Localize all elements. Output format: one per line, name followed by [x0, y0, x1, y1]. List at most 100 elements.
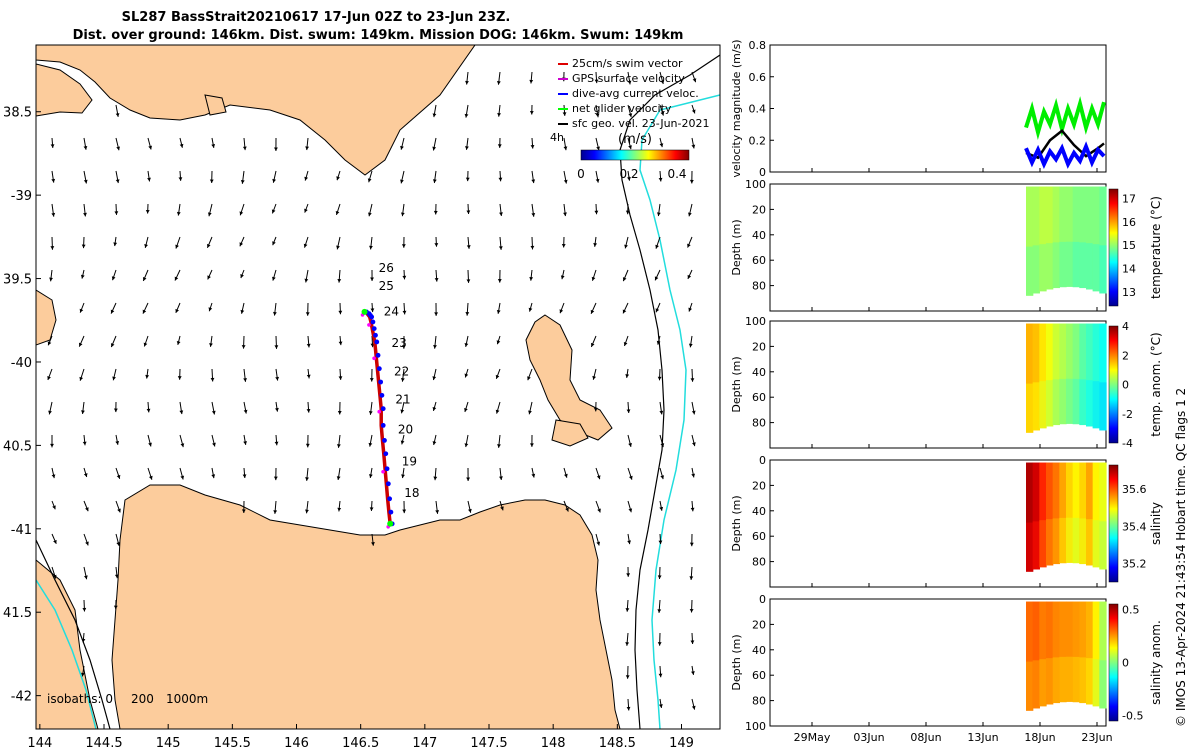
date-tick-label: 18Jun [1024, 731, 1055, 744]
depth-tick-label: 40 [752, 229, 766, 242]
sfc-velocity-arrowhead [142, 309, 147, 314]
section-column-deep [1099, 521, 1107, 570]
map-ytick-label: 38.5 [3, 106, 32, 121]
sfc-velocity-arrowhead [85, 541, 89, 546]
island-top-left [36, 63, 93, 117]
day-label: 22 [394, 364, 409, 378]
sfc-velocity-arrowhead [400, 179, 404, 184]
colorbar-label: temperature (°C) [1149, 196, 1163, 299]
depth-tick-label: 60 [752, 669, 766, 682]
colorbar-tick-label: 15 [1122, 239, 1136, 252]
map-ytick-label: -40 [11, 356, 32, 371]
section-column-deep [1039, 381, 1047, 429]
section-colorbar [1108, 603, 1119, 722]
section-column-deep [1072, 241, 1080, 288]
sfc-velocity-arrowhead [692, 78, 697, 83]
sfc-velocity-arrowhead [242, 146, 247, 151]
sfc-velocity-arrowhead [116, 146, 120, 151]
sfc-velocity-arrowhead [82, 441, 87, 446]
depth-tick-label: 60 [752, 530, 766, 543]
section-column-deep [1026, 246, 1034, 296]
sfc-velocity-arrowhead [564, 473, 568, 478]
sfc-velocity-arrowhead [628, 475, 633, 480]
sfc-velocity-arrowhead [432, 406, 437, 411]
velocity-panel: 0 0.2 0.4 0.6 0.8 velocity magnitude (m/s) [730, 39, 1107, 179]
section-colorbar [1108, 325, 1119, 444]
sfc-velocity-arrowhead [625, 210, 630, 215]
sfc-velocity-arrowhead [400, 409, 405, 414]
sfc-velocity-arrowhead [306, 408, 311, 413]
sfc-velocity-arrowhead [338, 376, 343, 380]
day-label: 19 [402, 454, 417, 468]
section-column-deep [1079, 242, 1087, 289]
map-xtick-label: 149 [669, 736, 694, 750]
sfc-velocity-arrowhead [305, 443, 310, 448]
depth-tick-label: 20 [752, 203, 766, 216]
sfc-velocity-arrowhead [657, 609, 662, 613]
sfc-velocity-arrowhead [274, 147, 278, 151]
section-column [1072, 323, 1080, 425]
sfc-velocity-arrowhead [465, 80, 469, 85]
sfc-velocity-arrowhead [112, 376, 116, 381]
velocity-series-line [1024, 141, 1106, 169]
map-xtick-label: 146.5 [342, 736, 379, 750]
sfc-velocity-arrowhead [466, 210, 471, 215]
sfc-velocity-arrowhead [464, 113, 469, 118]
sfc-velocity-arrowhead [655, 244, 659, 249]
velocity-series-line [1024, 96, 1106, 140]
legend-sfc-geo-vel: sfc geo. vel. 23-Jun-2021 [572, 117, 709, 130]
colorbar-tick-label: -0.5 [1122, 710, 1143, 723]
sfc-velocity-arrowhead [211, 410, 216, 415]
section-column [1079, 462, 1087, 565]
sfc-velocity-arrowhead [688, 307, 692, 312]
depth-tick-label: 20 [752, 479, 766, 492]
sfc-velocity-arrowhead [176, 341, 181, 345]
depth-tick-label: 40 [752, 505, 766, 518]
legend-4h-note: 4h [550, 131, 564, 144]
depth-tick-label: 20 [752, 340, 766, 353]
colorbar-tick-label: 0.5 [1122, 603, 1140, 616]
section-column [1079, 323, 1087, 426]
sfc-velocity-arrowhead [660, 443, 665, 448]
section-column-deep [1092, 659, 1100, 707]
section-column-deep [1086, 243, 1094, 290]
sfc-velocity-arrowhead [47, 341, 52, 346]
day-label: 23 [391, 336, 406, 350]
section-column [1052, 462, 1060, 565]
sfc-velocity-arrowhead [563, 212, 567, 217]
sfc-velocity-arrowhead [658, 177, 663, 182]
sfc-velocity-arrowhead [657, 575, 662, 579]
sfc-velocity-arrowhead [243, 378, 247, 382]
sfc-velocity-arrowhead [688, 343, 693, 348]
sfc-velocity-arrowhead [305, 146, 310, 151]
sfc-velocity-arrowhead [83, 145, 88, 150]
section-column [1026, 462, 1034, 572]
sfc-velocity-arrowhead [180, 475, 185, 480]
sfc-velocity-arrowhead [497, 444, 501, 448]
sfc-velocity-arrowhead [79, 308, 84, 313]
depth-tick-label: 0 [759, 593, 766, 606]
colorbar-tick-label: 35.4 [1122, 520, 1147, 533]
section-column-deep [1059, 517, 1067, 564]
sfc-velocity-arrowhead [400, 440, 405, 445]
sfc-velocity-arrowhead [594, 79, 599, 84]
track-start-marker [387, 520, 394, 527]
sfc-velocity-arrowhead [691, 410, 696, 415]
section-column-deep [1066, 517, 1074, 563]
sfc-velocity-arrowhead [401, 474, 405, 479]
sfc-velocity-arrowhead [499, 212, 503, 216]
title-line-1: SL287 BassStrait20210617 17-Jun 02Z to 2… [122, 10, 511, 25]
dive-avg-marker [375, 352, 381, 358]
sfc-velocity-arrowhead [590, 309, 595, 314]
section-column [1059, 186, 1067, 288]
gps-marker [377, 409, 382, 414]
day-label: 26 [379, 261, 394, 275]
section-column [1086, 186, 1094, 290]
section-column [1046, 601, 1054, 705]
colorbar-label: salinity [1149, 502, 1163, 545]
colorbar-tick-label: 2 [1122, 349, 1129, 362]
sfc-velocity-arrowhead [179, 143, 184, 148]
colorbar-tick-label: 35.6 [1122, 483, 1147, 496]
